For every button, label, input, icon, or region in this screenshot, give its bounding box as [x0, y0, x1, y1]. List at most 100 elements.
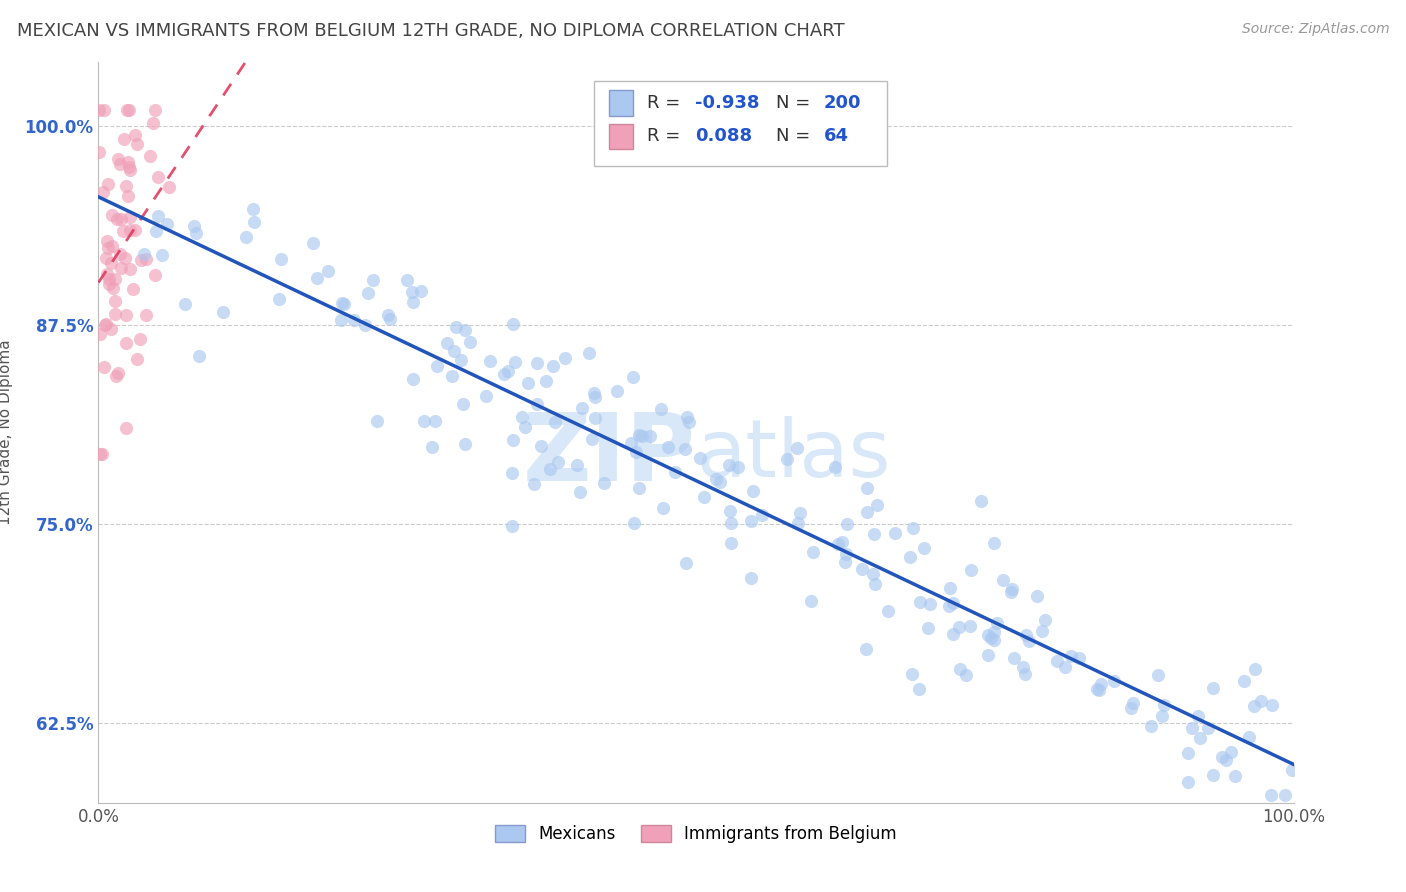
Point — [1060, 649, 1083, 664]
Point — [118, 103, 141, 118]
Point — [623, 516, 645, 530]
Point — [117, 103, 139, 118]
Point — [129, 332, 152, 346]
Point — [704, 472, 727, 486]
Point — [675, 556, 697, 570]
Point — [1177, 774, 1199, 789]
Point — [571, 401, 593, 416]
Point — [188, 349, 211, 363]
Point — [124, 223, 146, 237]
Point — [834, 547, 856, 561]
Point — [104, 293, 127, 308]
Point — [986, 616, 1008, 631]
Point — [97, 241, 120, 255]
Point — [786, 441, 808, 455]
Point — [127, 136, 149, 151]
Point — [212, 304, 235, 318]
Point — [676, 409, 699, 424]
Point — [863, 577, 886, 591]
Point — [502, 433, 524, 447]
Point — [581, 432, 603, 446]
Point — [145, 103, 167, 118]
Point — [515, 419, 537, 434]
Point — [689, 451, 711, 466]
Point — [450, 353, 472, 368]
Point — [1014, 666, 1036, 681]
Point — [651, 501, 673, 516]
Point — [475, 389, 498, 403]
Point — [1000, 584, 1022, 599]
Point — [1054, 660, 1077, 674]
Text: ZIP: ZIP — [523, 409, 696, 500]
Point — [942, 596, 965, 610]
Point — [856, 481, 879, 495]
Point — [135, 252, 157, 267]
Point — [94, 318, 117, 332]
Point — [115, 336, 138, 351]
Point — [1223, 769, 1246, 783]
Text: Source: ZipAtlas.com: Source: ZipAtlas.com — [1241, 22, 1389, 37]
Point — [357, 285, 380, 300]
Point — [305, 271, 328, 285]
Point — [1045, 654, 1067, 668]
Point — [446, 319, 468, 334]
Point — [496, 364, 519, 378]
Point — [583, 386, 606, 401]
Point — [523, 477, 546, 491]
Point — [107, 366, 129, 380]
Point — [901, 667, 924, 681]
Point — [436, 335, 458, 350]
Point — [1220, 745, 1243, 759]
Text: R =: R = — [647, 95, 686, 112]
Point — [242, 202, 264, 216]
Point — [912, 541, 935, 555]
Point — [402, 294, 425, 309]
Text: 64: 64 — [824, 128, 849, 145]
Point — [330, 313, 353, 327]
FancyBboxPatch shape — [595, 81, 887, 166]
Point — [883, 526, 905, 541]
Point — [1011, 659, 1033, 673]
Point — [103, 280, 125, 294]
Point — [1002, 651, 1025, 665]
Point — [938, 581, 960, 595]
Point — [108, 156, 131, 170]
Point — [110, 260, 132, 275]
Point — [1090, 677, 1112, 691]
Point — [117, 188, 139, 202]
Point — [89, 327, 111, 342]
Point — [624, 445, 647, 459]
Point — [831, 534, 853, 549]
Point — [917, 621, 939, 635]
Point — [401, 285, 423, 300]
Point — [1069, 650, 1091, 665]
Point — [333, 297, 356, 311]
Point — [426, 359, 449, 374]
Point — [183, 219, 205, 234]
Point — [673, 442, 696, 457]
Point — [242, 215, 264, 229]
Point — [412, 414, 434, 428]
Point — [174, 297, 197, 311]
Point — [110, 212, 132, 227]
Point — [145, 224, 167, 238]
Point — [740, 571, 762, 585]
Point — [620, 436, 643, 450]
Point — [541, 359, 564, 373]
Point — [453, 437, 475, 451]
Point — [741, 484, 763, 499]
Point — [801, 545, 824, 559]
Point — [789, 506, 811, 520]
Text: 0.088: 0.088 — [695, 128, 752, 145]
Point — [1188, 731, 1211, 746]
Point — [740, 514, 762, 528]
Point — [709, 475, 731, 490]
Point — [93, 359, 115, 374]
FancyBboxPatch shape — [609, 90, 633, 116]
Point — [969, 494, 991, 508]
Point — [501, 466, 523, 480]
Point — [627, 428, 650, 442]
Point — [621, 369, 644, 384]
Point — [565, 458, 588, 473]
Point — [122, 282, 145, 296]
